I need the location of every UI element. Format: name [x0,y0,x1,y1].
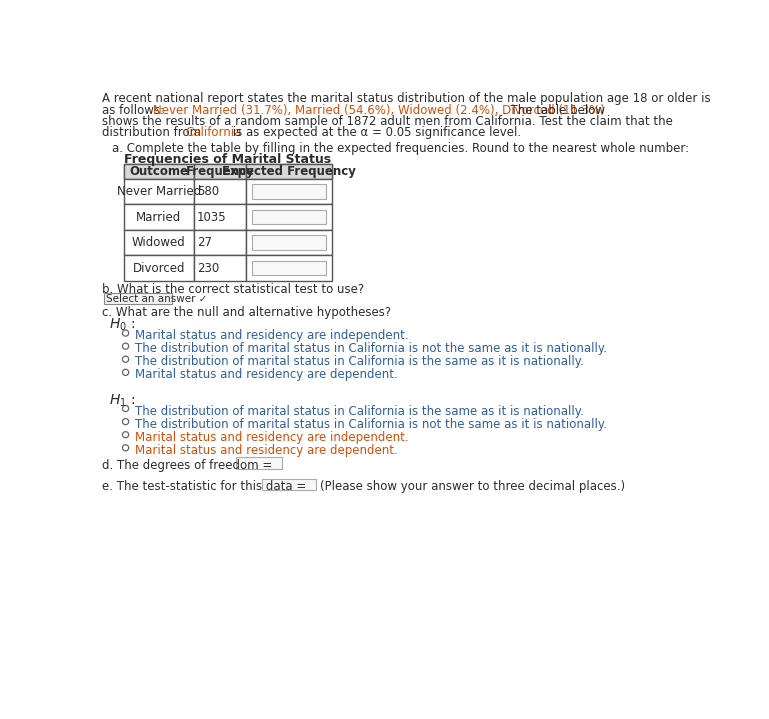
Bar [124,179,194,204]
Text: 27: 27 [197,236,212,249]
Text: $H_1$ :: $H_1$ : [108,393,135,409]
Text: Frequency: Frequency [186,165,255,178]
Text: A recent national report states the marital status distribution of the male popu: A recent national report states the mari… [102,93,711,106]
Text: 230: 230 [197,262,219,275]
Bar [247,255,331,280]
Bar [247,179,331,204]
Bar [194,204,247,230]
Text: Outcome: Outcome [129,165,188,178]
Text: . The table below: . The table below [504,104,605,116]
Bar [252,261,326,275]
Bar [252,210,326,224]
Bar [194,255,247,280]
Text: Divorced: Divorced [132,262,185,275]
Text: d. The degrees of freedom =: d. The degrees of freedom = [102,459,272,472]
Text: Marital status and residency are independent.: Marital status and residency are indepen… [135,329,408,342]
Text: Never Married (31.7%), Married (54.6%), Widowed (2.4%), Divorced (11.3%): Never Married (31.7%), Married (54.6%), … [153,104,605,116]
Bar [236,457,282,469]
Bar [124,164,331,179]
Text: e. The test-statistic for this data =: e. The test-statistic for this data = [102,480,307,493]
Text: a. Complete the table by filling in the expected frequencies. Round to the neare: a. Complete the table by filling in the … [112,142,689,155]
Bar [252,185,326,199]
Text: Marital status and residency are independent.: Marital status and residency are indepen… [135,431,408,444]
Bar [124,230,194,255]
Text: Widowed: Widowed [132,236,186,249]
Text: c. What are the null and alternative hypotheses?: c. What are the null and alternative hyp… [102,306,391,319]
Bar [247,204,331,230]
Text: The distribution of marital status in California is not the same as it is nation: The distribution of marital status in Ca… [135,342,607,355]
Text: is as expected at the α = 0.05 significance level.: is as expected at the α = 0.05 significa… [228,126,521,139]
Text: (Please show your answer to three decimal places.): (Please show your answer to three decima… [319,480,624,493]
Text: Frequencies of Marital Status: Frequencies of Marital Status [125,153,331,166]
Bar [262,479,316,490]
Bar [194,230,247,255]
Bar [124,164,194,179]
Text: 1035: 1035 [197,211,227,224]
Text: Marital status and residency are dependent.: Marital status and residency are depende… [135,368,398,382]
Bar [252,235,326,250]
Bar [194,164,247,179]
Bar [124,255,194,280]
Text: distribution from: distribution from [102,126,209,139]
Text: The distribution of marital status in California is not the same as it is nation: The distribution of marital status in Ca… [135,418,607,431]
Bar [194,179,247,204]
Text: 580: 580 [197,186,219,198]
Text: Select an answer ✓: Select an answer ✓ [106,294,208,304]
Text: California: California [185,126,241,139]
Text: shows the results of a random sample of 1872 adult men from California. Test the: shows the results of a random sample of … [102,115,673,128]
Text: The distribution of marital status in California is the same as it is nationally: The distribution of marital status in Ca… [135,405,584,418]
Bar [247,230,331,255]
Text: $H_0$ :: $H_0$ : [108,317,135,334]
Text: Expected Frequency: Expected Frequency [222,165,356,178]
Text: Married: Married [136,211,181,224]
Bar [124,204,194,230]
Text: Marital status and residency are dependent.: Marital status and residency are depende… [135,444,398,457]
Bar [104,293,172,304]
Bar [247,164,331,179]
Text: as follows:: as follows: [102,104,168,116]
Text: Never Married: Never Married [117,186,201,198]
Text: The distribution of marital status in California is the same as it is nationally: The distribution of marital status in Ca… [135,355,584,368]
Text: b. What is the correct statistical test to use?: b. What is the correct statistical test … [102,283,365,296]
